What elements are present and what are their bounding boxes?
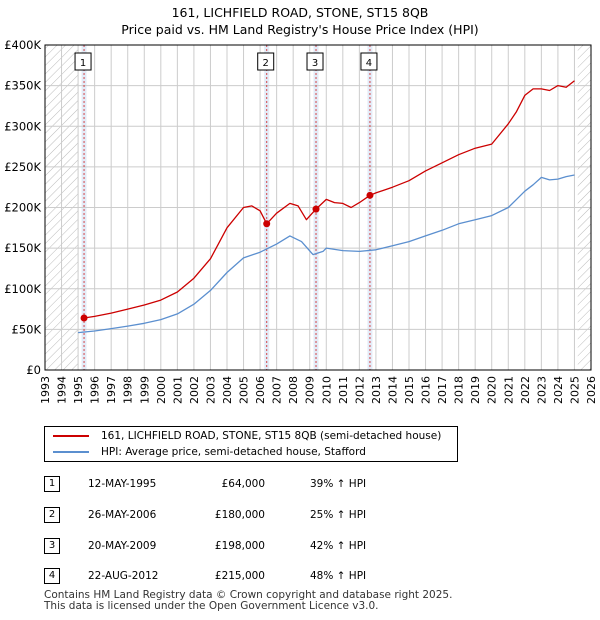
x-tick-label: 1996 bbox=[89, 376, 102, 404]
chart-title: 161, LICHFIELD ROAD, STONE, ST15 8QB Pri… bbox=[0, 4, 600, 38]
y-tick-label: £50K bbox=[12, 322, 42, 336]
table-row: 4 22-AUG-2012 £215,000 48% ↑ HPI bbox=[0, 566, 600, 586]
marker-label: 2 bbox=[263, 58, 269, 69]
x-tick-label: 2002 bbox=[188, 376, 201, 404]
marker-label: 4 bbox=[366, 58, 372, 69]
x-tick-label: 2000 bbox=[155, 376, 168, 404]
x-tick-label: 2001 bbox=[171, 376, 184, 404]
transaction-hpi: 39% ↑ HPI bbox=[310, 478, 367, 490]
x-tick-label: 1993 bbox=[39, 376, 52, 404]
chart-legend: 161, LICHFIELD ROAD, STONE, ST15 8QB (se… bbox=[44, 426, 458, 462]
transaction-date: 22-AUG-2012 bbox=[88, 570, 159, 582]
footer-line1: Contains HM Land Registry data © Crown c… bbox=[44, 589, 453, 601]
marker-label-box bbox=[257, 52, 275, 71]
x-tick-label: 2020 bbox=[486, 376, 499, 404]
series-line-property bbox=[83, 80, 575, 319]
transaction-date: 12-MAY-1995 bbox=[88, 478, 157, 490]
transaction-number: 3 bbox=[44, 538, 60, 554]
x-tick-label: 2017 bbox=[436, 376, 449, 404]
x-tick-label: 2025 bbox=[568, 376, 581, 404]
x-tick-label: 2003 bbox=[204, 376, 217, 404]
y-tick-label: £100K bbox=[4, 282, 41, 296]
x-tick-label: 2005 bbox=[238, 376, 251, 404]
marker-label-box bbox=[306, 52, 324, 71]
sale-point bbox=[80, 314, 88, 322]
x-tick-label: 2007 bbox=[271, 376, 284, 404]
x-tick-label: 2024 bbox=[552, 376, 565, 404]
x-tick-label: 1998 bbox=[122, 376, 135, 404]
chart-title-line1: 161, LICHFIELD ROAD, STONE, ST15 8QB bbox=[171, 5, 429, 20]
x-tick-label: 2006 bbox=[254, 376, 267, 404]
transaction-hpi: 48% ↑ HPI bbox=[310, 570, 367, 582]
x-tick-label: 2019 bbox=[469, 376, 482, 404]
transaction-price: £215,000 bbox=[214, 570, 265, 582]
series-line-hpi bbox=[78, 174, 575, 334]
sale-point bbox=[263, 220, 271, 228]
marker-label-box bbox=[360, 52, 378, 71]
marker-label: 1 bbox=[80, 58, 86, 69]
y-tick-label: £250K bbox=[4, 160, 41, 174]
x-tick-label: 2012 bbox=[353, 376, 366, 404]
transaction-number: 1 bbox=[44, 476, 60, 492]
transaction-hpi: 25% ↑ HPI bbox=[310, 509, 367, 521]
y-tick-label: £200K bbox=[4, 201, 41, 215]
x-tick-label: 2011 bbox=[337, 376, 350, 404]
x-tick-label: 2023 bbox=[535, 376, 548, 404]
legend-swatch-red bbox=[53, 435, 89, 437]
x-tick-label: 2026 bbox=[585, 376, 598, 404]
x-tick-label: 2022 bbox=[519, 376, 532, 404]
x-tick-label: 2008 bbox=[287, 376, 300, 404]
x-tick-label: 2013 bbox=[370, 376, 383, 404]
transaction-date: 26-MAY-2006 bbox=[88, 509, 157, 521]
y-tick-label: £150K bbox=[4, 241, 41, 255]
transaction-number: 4 bbox=[44, 568, 60, 584]
transaction-hpi: 42% ↑ HPI bbox=[310, 540, 367, 552]
transaction-number: 2 bbox=[44, 507, 60, 523]
transaction-price: £198,000 bbox=[214, 540, 265, 552]
transaction-price: £64,000 bbox=[221, 478, 265, 490]
y-tick-label: £400K bbox=[4, 38, 41, 52]
table-row: 3 20-MAY-2009 £198,000 42% ↑ HPI bbox=[0, 536, 600, 556]
x-tick-label: 2015 bbox=[403, 376, 416, 404]
x-tick-label: 2016 bbox=[420, 376, 433, 404]
legend-item-property: 161, LICHFIELD ROAD, STONE, ST15 8QB (se… bbox=[53, 428, 441, 444]
footer-attribution: Contains HM Land Registry data © Crown c… bbox=[44, 590, 452, 612]
x-tick-label: 2018 bbox=[453, 376, 466, 404]
x-tick-label: 1997 bbox=[105, 376, 118, 404]
plot-border bbox=[44, 44, 592, 371]
table-row: 1 12-MAY-1995 £64,000 39% ↑ HPI bbox=[0, 474, 600, 494]
x-tick-label: 1999 bbox=[138, 376, 151, 404]
x-tick-label: 2021 bbox=[502, 376, 515, 404]
x-tick-label: 2004 bbox=[221, 376, 234, 404]
legend-swatch-blue bbox=[53, 451, 89, 453]
marker-label-box bbox=[74, 52, 92, 71]
legend-item-hpi: HPI: Average price, semi-detached house,… bbox=[53, 444, 366, 460]
y-tick-label: £0 bbox=[26, 363, 41, 377]
sale-point bbox=[366, 191, 374, 199]
x-tick-label: 2009 bbox=[304, 376, 317, 404]
x-tick-label: 1994 bbox=[56, 376, 69, 404]
sale-point bbox=[312, 205, 320, 213]
marker-label: 3 bbox=[312, 58, 318, 69]
transaction-price: £180,000 bbox=[214, 509, 265, 521]
x-tick-label: 2010 bbox=[320, 376, 333, 404]
y-tick-label: £350K bbox=[4, 79, 41, 93]
x-tick-label: 1995 bbox=[72, 376, 85, 404]
transaction-date: 20-MAY-2009 bbox=[88, 540, 157, 552]
x-tick-label: 2014 bbox=[386, 376, 399, 404]
table-row: 2 26-MAY-2006 £180,000 25% ↑ HPI bbox=[0, 505, 600, 525]
legend-label-property: 161, LICHFIELD ROAD, STONE, ST15 8QB (se… bbox=[101, 430, 442, 442]
footer-line2: This data is licensed under the Open Gov… bbox=[44, 600, 379, 612]
legend-label-hpi: HPI: Average price, semi-detached house,… bbox=[101, 446, 366, 458]
chart-title-line2: Price paid vs. HM Land Registry's House … bbox=[121, 22, 479, 37]
y-tick-label: £300K bbox=[4, 119, 41, 133]
